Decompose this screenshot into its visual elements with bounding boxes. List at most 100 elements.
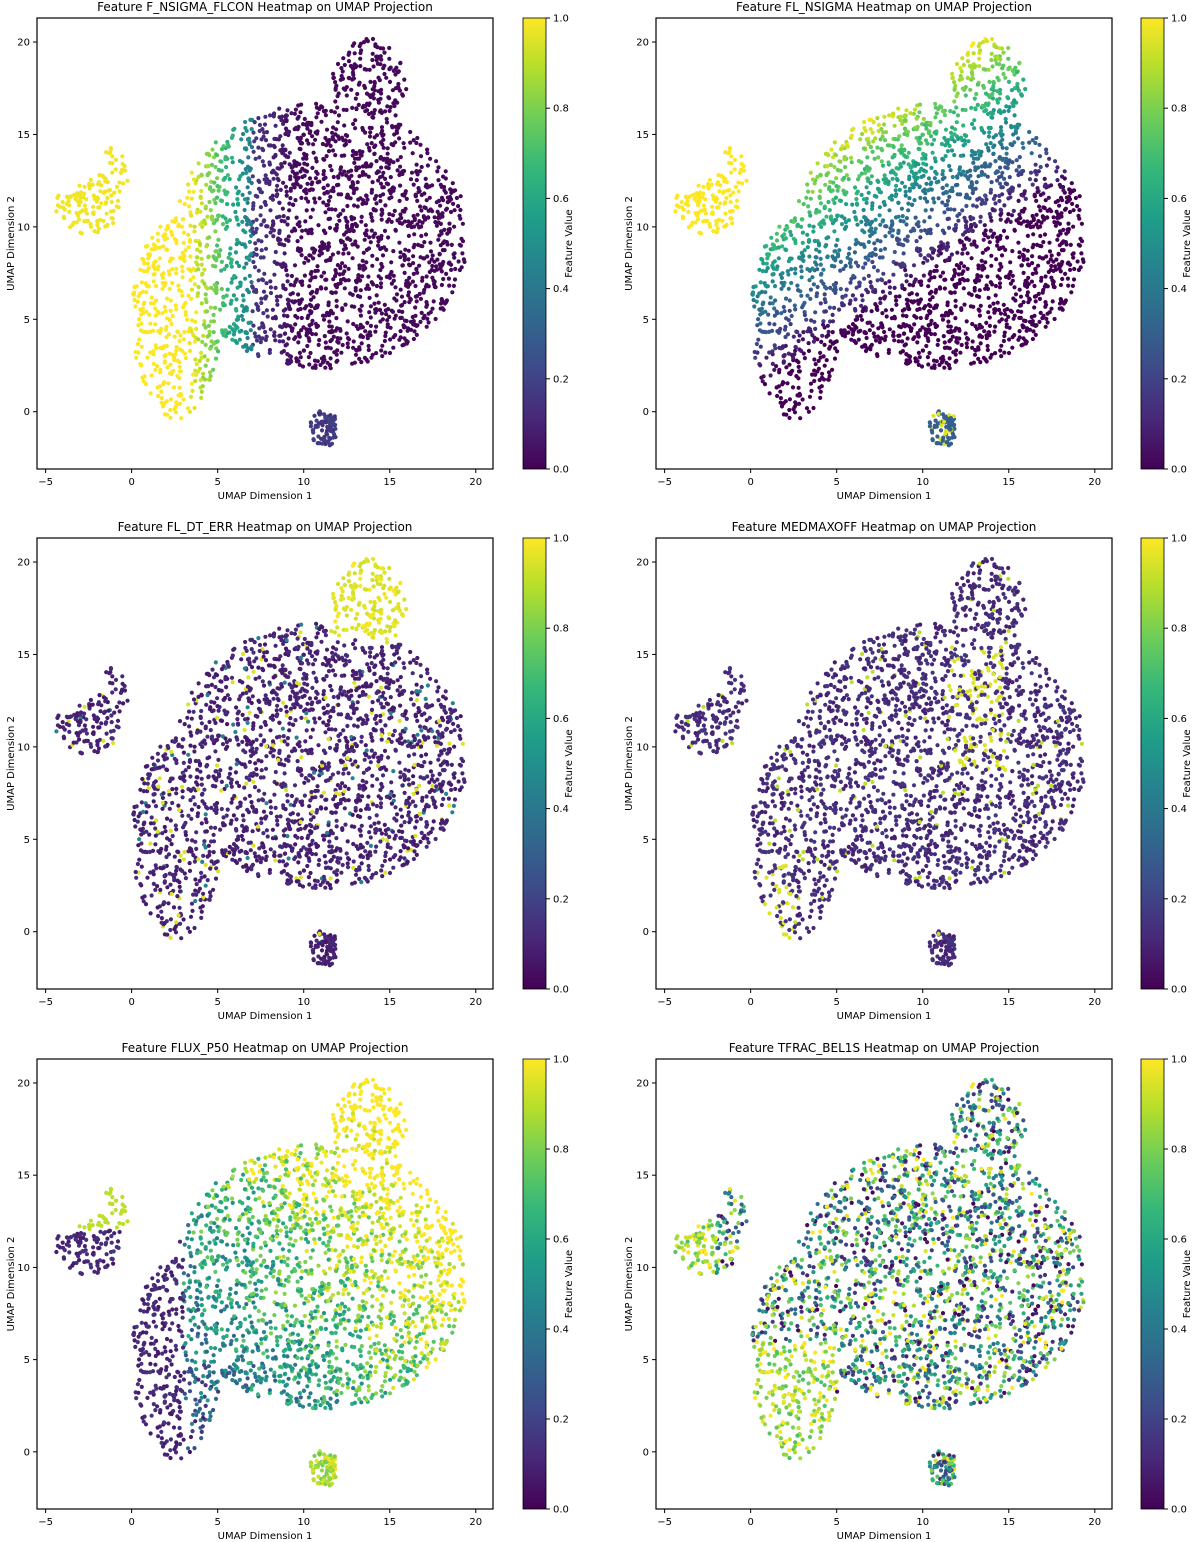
scatter-point [1067, 209, 1073, 215]
scatter-point [1002, 333, 1007, 339]
scatter-point [1060, 276, 1065, 282]
scatter-point [331, 174, 336, 180]
scatter-point [770, 242, 775, 247]
scatter-point [761, 261, 766, 266]
scatter-point [1079, 251, 1084, 256]
scatter-point [419, 208, 424, 213]
scatter-point [952, 328, 957, 333]
scatter-point [340, 69, 345, 74]
scatter-point [385, 146, 390, 151]
scatter-point [279, 148, 284, 153]
scatter-point [391, 186, 397, 191]
scatter-point [972, 285, 977, 291]
scatter-point [400, 309, 405, 314]
y-tick-label: 10 [17, 222, 30, 233]
scatter-point [882, 173, 887, 178]
scatter-point [417, 291, 422, 296]
scatter-point [692, 197, 697, 202]
scatter-point [139, 312, 144, 317]
scatter-point [384, 75, 389, 80]
scatter-point [176, 283, 181, 288]
scatter-point [986, 125, 991, 130]
scatter-point [289, 164, 294, 169]
scatter-point [226, 144, 231, 149]
scatter-point [230, 160, 235, 165]
scatter-point [871, 265, 877, 270]
scatter-point [813, 260, 818, 265]
scatter-point [458, 207, 463, 213]
scatter-point [357, 165, 362, 170]
scatter-point [336, 340, 341, 345]
scatter-point [391, 249, 396, 254]
scatter-point [152, 246, 157, 251]
scatter-point [366, 347, 371, 353]
scatter-point [82, 184, 87, 189]
scatter-point [155, 231, 160, 236]
scatter-point [378, 62, 383, 67]
scatter-point [264, 224, 269, 229]
scatter-point [928, 227, 933, 232]
x-tick-label: 10 [297, 477, 310, 488]
scatter-point [372, 88, 377, 93]
scatter-point [290, 291, 295, 296]
scatter-point [1055, 165, 1060, 170]
scatter-point [1072, 188, 1077, 193]
scatter-point [920, 348, 926, 353]
scatter-point [1004, 151, 1009, 156]
scatter-point [763, 283, 768, 288]
scatter-point [947, 143, 952, 148]
scatter-point [198, 209, 203, 214]
scatter-point [313, 137, 318, 142]
scatter-point [350, 105, 355, 110]
scatter-point [915, 292, 920, 297]
scatter-point [861, 197, 867, 202]
scatter-point [425, 163, 430, 168]
scatter-point [861, 146, 867, 151]
scatter-point [283, 131, 288, 137]
scatter-point [321, 317, 327, 322]
scatter-point [286, 238, 291, 243]
scatter-point [952, 153, 957, 158]
scatter-point [962, 133, 968, 138]
scatter-point [308, 297, 314, 302]
scatter-point [372, 81, 377, 86]
scatter-point [330, 421, 335, 426]
scatter-point [338, 266, 343, 271]
scatter-point [915, 340, 920, 345]
scatter-point [242, 207, 247, 213]
scatter-point [235, 325, 240, 330]
scatter-point [1007, 191, 1012, 196]
scatter-point [264, 177, 270, 182]
scatter-point [1034, 135, 1039, 141]
scatter-point [361, 263, 366, 268]
scatter-point [947, 366, 952, 371]
scatter-point [1038, 164, 1043, 170]
scatter-point [772, 284, 778, 289]
scatter-point [860, 131, 865, 137]
scatter-point [387, 161, 392, 167]
scatter-point [815, 161, 820, 166]
scatter-point [866, 177, 871, 182]
scatter-point [946, 329, 951, 334]
scatter-point [318, 248, 323, 253]
scatter-point [424, 304, 429, 309]
scatter-point [1027, 296, 1032, 301]
scatter-point [866, 136, 871, 141]
scatter-point [303, 187, 308, 192]
scatter-point [1039, 275, 1044, 280]
scatter-point [382, 302, 387, 307]
scatter-point [940, 270, 946, 275]
scatter-point [1049, 306, 1054, 311]
scatter-point [679, 200, 684, 205]
scatter-point [408, 129, 413, 135]
scatter-point [366, 274, 371, 279]
scatter-point [952, 139, 957, 144]
scatter-point [158, 367, 163, 372]
scatter-point [191, 189, 196, 194]
scatter-point [148, 350, 153, 355]
scatter-point [1071, 277, 1077, 282]
scatter-point [282, 243, 287, 248]
scatter-point [169, 322, 174, 327]
scatter-point [825, 255, 830, 260]
scatter-point [710, 204, 715, 209]
